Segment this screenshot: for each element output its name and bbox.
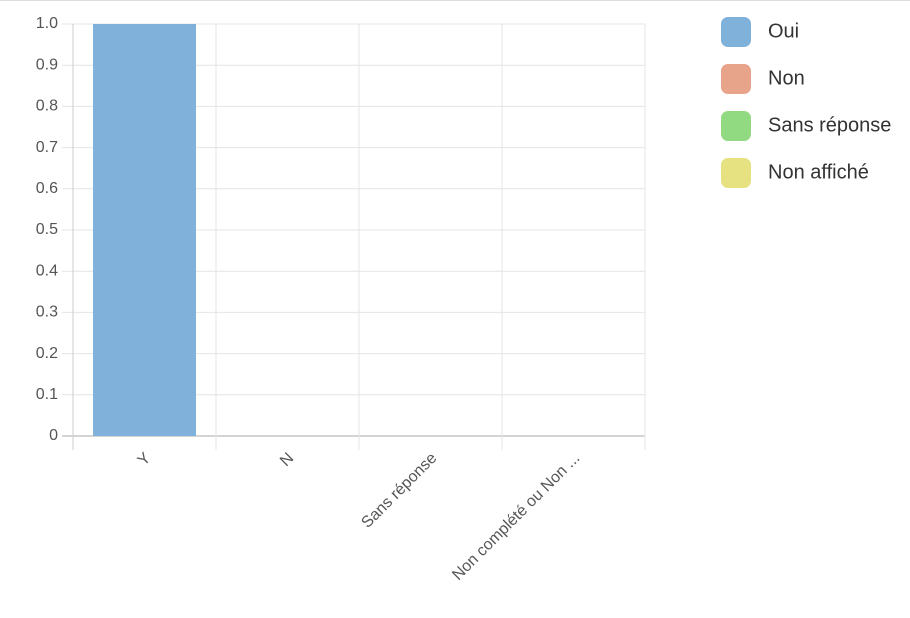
legend-label: Non (768, 67, 805, 89)
y-tick-label: 0.4 (36, 262, 58, 279)
x-tick-label: Non complété ou Non ... (449, 450, 583, 584)
y-tick-label: 0.8 (36, 98, 58, 115)
y-tick-label: 0.7 (36, 139, 58, 156)
bar (93, 24, 196, 436)
legend-label: Oui (768, 20, 799, 42)
y-tick-label: 0.6 (36, 180, 58, 197)
y-tick-label: 0.5 (36, 221, 58, 238)
y-tick-label: 0 (49, 427, 58, 444)
y-tick-label: 0.9 (36, 56, 58, 73)
y-tick-label: 0.1 (36, 386, 58, 403)
legend-label: Sans réponse (768, 114, 891, 136)
legend-swatch (721, 64, 751, 94)
legend-swatch (721, 158, 751, 188)
y-tick-label: 0.2 (36, 345, 58, 362)
y-tick-label: 0.3 (36, 304, 58, 321)
x-tick-label: Y (135, 450, 155, 470)
legend-label: Non affiché (768, 161, 869, 183)
y-tick-label: 1.0 (36, 15, 58, 32)
x-tick-label: Sans réponse (358, 450, 440, 532)
legend-swatch (721, 111, 751, 141)
x-tick-label: N (277, 450, 297, 470)
legend-swatch (721, 17, 751, 47)
